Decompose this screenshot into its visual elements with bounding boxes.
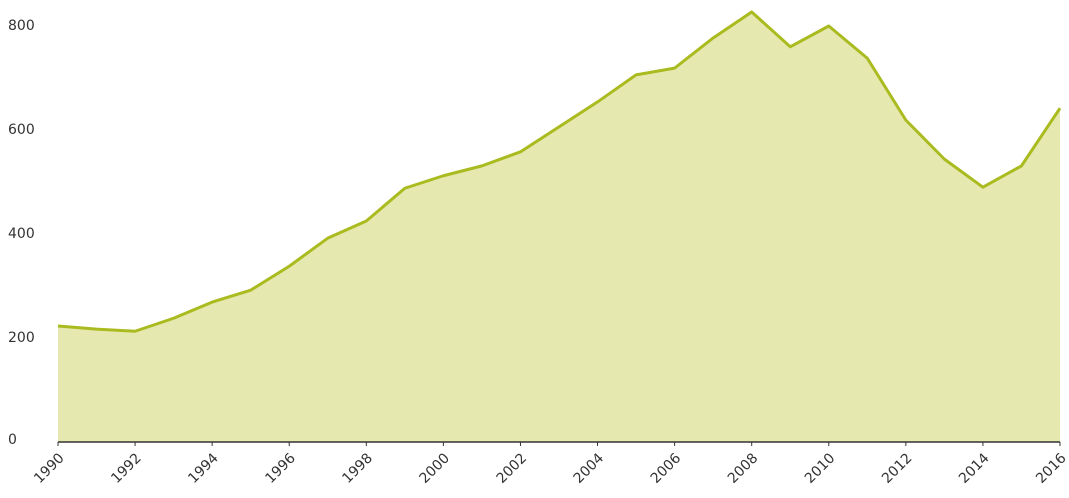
x-tick-label: 2006 (648, 450, 685, 487)
y-tick-label: 800 (8, 18, 35, 34)
x-tick-label: 1994 (185, 450, 222, 487)
area-fill (58, 11, 1060, 443)
y-tick-label: 400 (8, 226, 35, 242)
area-line (57, 10, 1062, 333)
x-tick-label: 1990 (31, 450, 68, 487)
y-tick-label: 200 (8, 330, 35, 346)
x-tick-label: 2008 (725, 450, 762, 487)
x-tick-label: 2000 (417, 450, 454, 487)
y-tick-label: 0 (8, 432, 17, 448)
x-tick-label: 2016 (1033, 450, 1069, 487)
x-tick-label: 1992 (108, 450, 145, 487)
x-tick-label: 2010 (802, 450, 839, 487)
x-tick-label: 2012 (879, 450, 916, 487)
x-tick-label: 1998 (339, 450, 376, 487)
x-tick-label: 2004 (571, 450, 608, 487)
x-tick-label: 1996 (262, 450, 299, 487)
x-tick-label: 2002 (494, 450, 531, 487)
y-tick-label: 600 (8, 122, 35, 138)
x-tick-label: 2014 (956, 450, 993, 487)
